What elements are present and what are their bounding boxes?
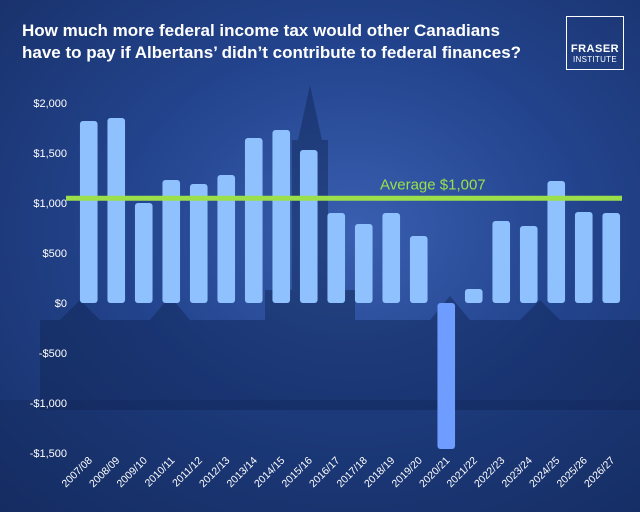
bar-2017-18 (354, 224, 373, 303)
bar-2026-27 (602, 213, 621, 303)
bar-2008-09 (107, 118, 126, 303)
logo-line-2: INSTITUTE (572, 55, 618, 64)
bar-2018-19 (382, 213, 401, 303)
fraser-institute-logo: FRASER INSTITUTE (566, 16, 624, 70)
bar-2020-21 (437, 303, 456, 449)
bar-2019-20 (409, 236, 428, 303)
x-axis: 2007/082008/092009/102010/112011/122012/… (60, 455, 618, 490)
x-tick-label: 2026/27 (582, 455, 617, 490)
y-tick-label: $500 (43, 248, 67, 260)
y-tick-label: $0 (55, 298, 67, 310)
bar-2013-14 (244, 138, 263, 303)
y-tick-label: -$1,000 (30, 398, 67, 410)
bar-2021-22 (464, 289, 483, 303)
bar-2024-25 (547, 181, 566, 303)
bar-2022-23 (492, 221, 511, 303)
bar-2007-08 (79, 121, 98, 303)
bar-2011-12 (189, 184, 208, 303)
y-tick-label: $1,000 (33, 198, 67, 210)
average-label: Average $1,007 (380, 176, 486, 193)
y-tick-label: -$500 (39, 348, 67, 360)
bar-2012-13 (217, 175, 236, 303)
x-tick-label: 2009/10 (115, 455, 150, 490)
bar-2009-10 (134, 203, 153, 303)
bar-2025-26 (574, 212, 593, 303)
average-line-group: Average $1,007 (66, 176, 622, 201)
bar-2015-16 (299, 150, 318, 303)
chart-title: How much more federal income tax would o… (22, 21, 522, 62)
bar-2014-15 (272, 130, 291, 303)
bar-2010-11 (162, 180, 181, 303)
y-axis: $2,000 $1,500 $1,000 $500 $0 -$500 -$1,000 -$1,… (30, 98, 67, 460)
y-tick-label: -$1,500 (30, 448, 67, 460)
y-tick-label: $1,500 (33, 148, 67, 160)
bar-2016-17 (327, 213, 346, 303)
logo-line-1: FRASER (570, 43, 620, 55)
y-tick-label: $2,000 (33, 98, 67, 110)
bar-2023-24 (519, 226, 538, 303)
bars (79, 118, 621, 449)
